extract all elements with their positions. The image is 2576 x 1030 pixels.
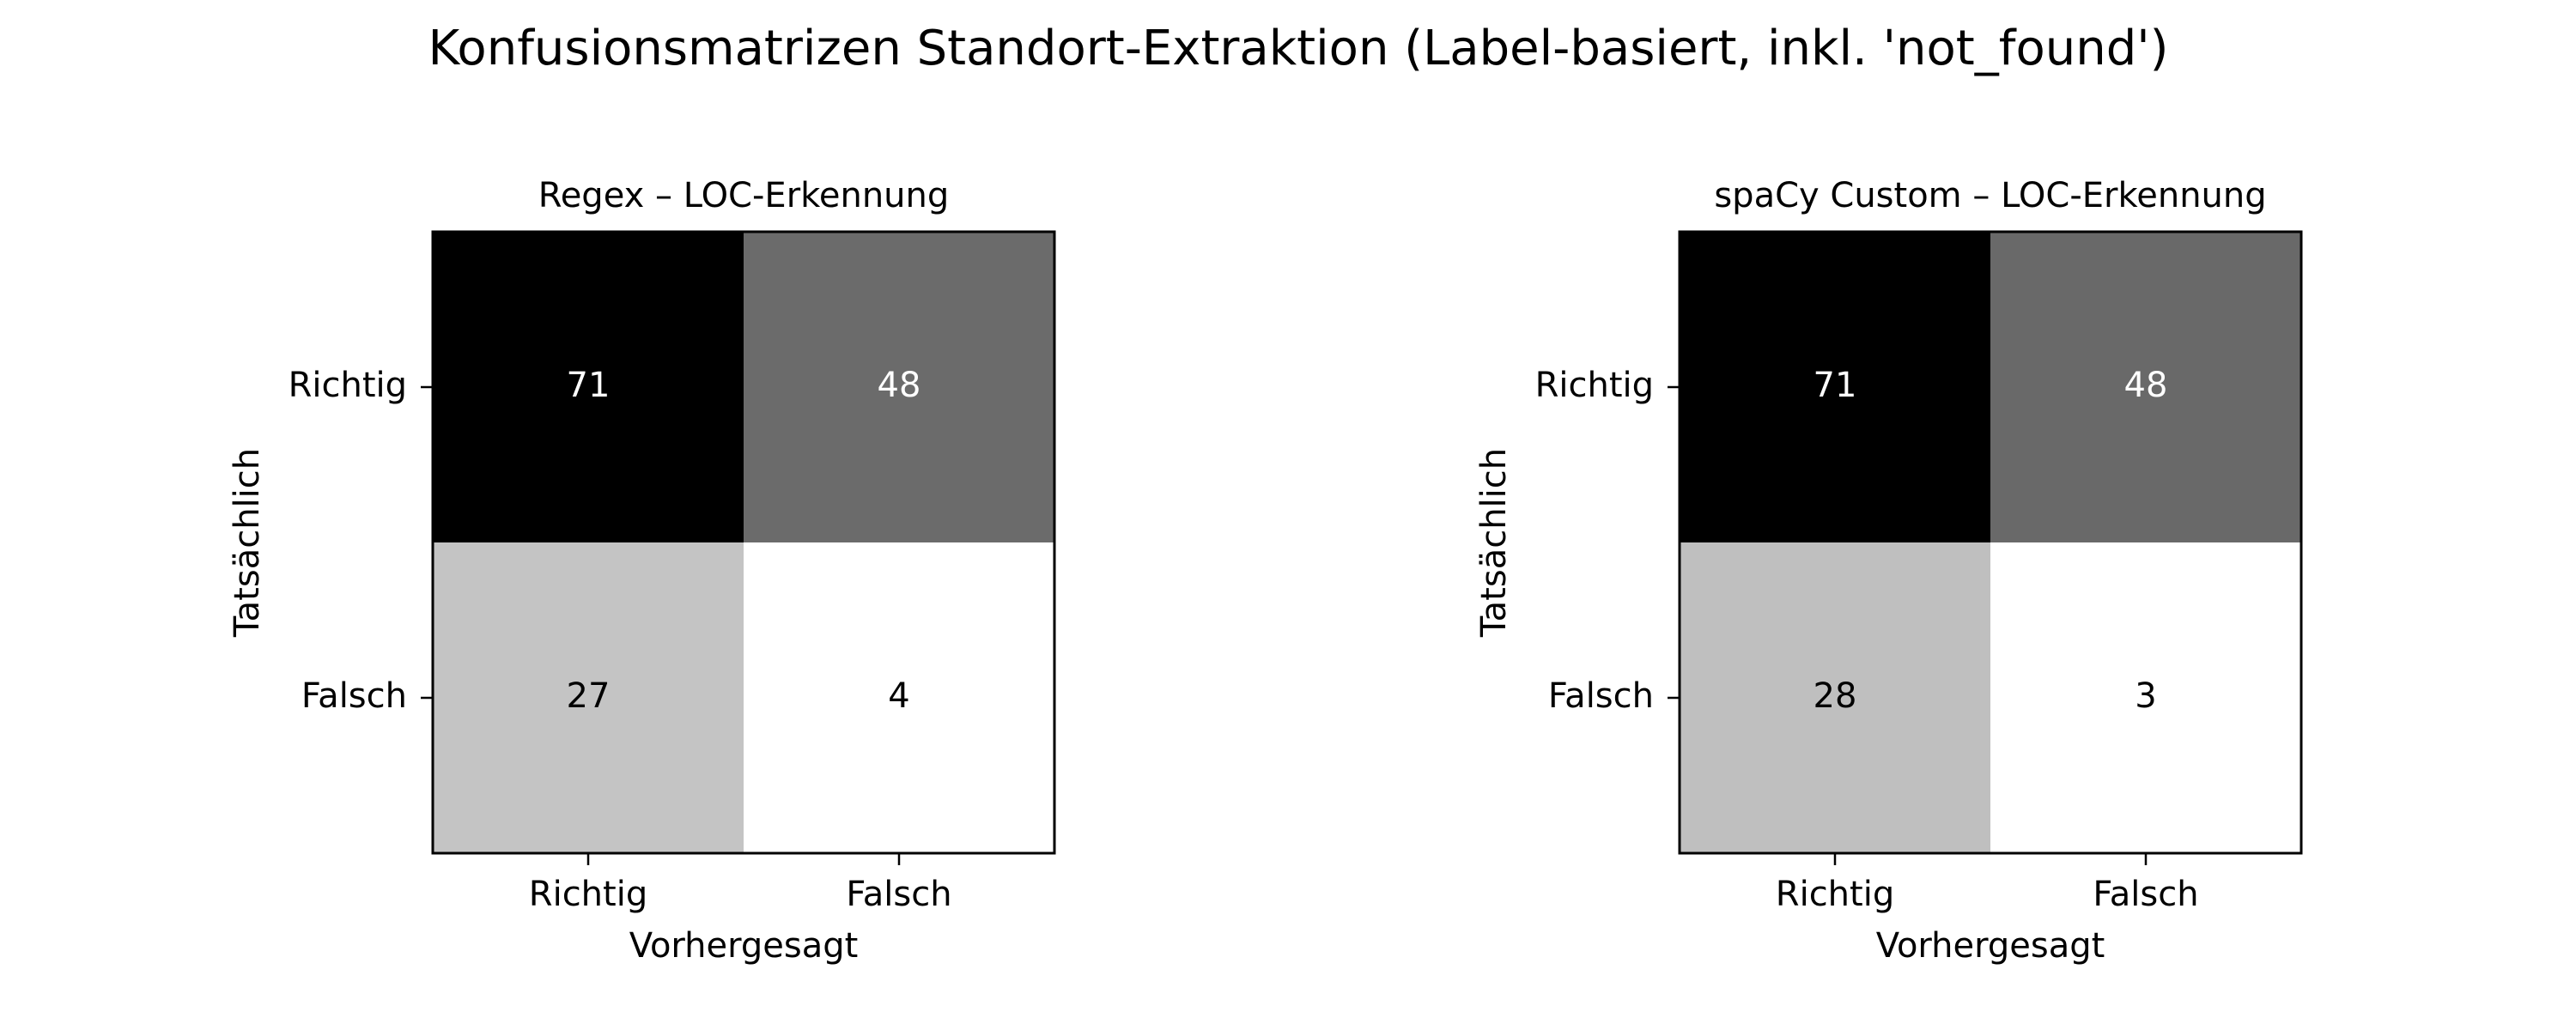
heatmap-cell: [744, 542, 1054, 853]
heatmap-cell: [744, 232, 1054, 542]
y-tick-label: Falsch: [1548, 676, 1654, 716]
y-tick-label: Falsch: [301, 676, 407, 716]
figure-title: Konfusionsmatrizen Standort-Extraktion (…: [428, 21, 2169, 76]
x-tick-label: Falsch: [2093, 875, 2198, 914]
x-axis-label: Vorhergesagt: [629, 926, 859, 966]
cell-value-label: 71: [567, 366, 611, 405]
axes-frame: [431, 230, 1056, 855]
x-tick-label: Richtig: [529, 875, 647, 914]
heatmap-cell: [433, 542, 744, 853]
panel-title: Regex – LOC-Erkennung: [538, 176, 950, 215]
cell-value-label: 3: [2135, 676, 2156, 716]
heatmap-cell: [1680, 542, 1990, 853]
x-tick-label: Richtig: [1776, 875, 1894, 914]
heatmap-cell: [1680, 232, 1990, 542]
y-tick-label: Richtig: [1535, 366, 1654, 405]
heatmap-panel-2: 71 48 28 3 spaCy Custom – LOC-Erkennung Richt…: [1474, 176, 2303, 966]
y-axis-label: Tatsächlich: [1474, 448, 1514, 638]
panel-title: spaCy Custom – LOC-Erkennung: [1714, 176, 2266, 215]
y-axis-label: Tatsächlich: [228, 448, 267, 638]
axes-frame: [1678, 230, 2303, 855]
x-tick-label: Falsch: [846, 875, 951, 914]
x-axis-label: Vorhergesagt: [1876, 926, 2105, 966]
cell-value-label: 71: [1814, 366, 1857, 405]
cell-value-label: 27: [567, 676, 611, 716]
heatmap-panel-1: 71 48 27 4 Regex – LOC-Erkennung Richtig Falsc…: [228, 176, 1056, 966]
heatmap-cell: [433, 232, 744, 542]
cell-value-label: 48: [2124, 366, 2168, 405]
heatmap-cell: [1990, 232, 2301, 542]
y-tick-label: Richtig: [289, 366, 407, 405]
cell-value-label: 48: [878, 366, 921, 405]
heatmap-cell: [1990, 542, 2301, 853]
cell-value-label: 4: [888, 676, 909, 716]
cell-value-label: 28: [1814, 676, 1857, 716]
